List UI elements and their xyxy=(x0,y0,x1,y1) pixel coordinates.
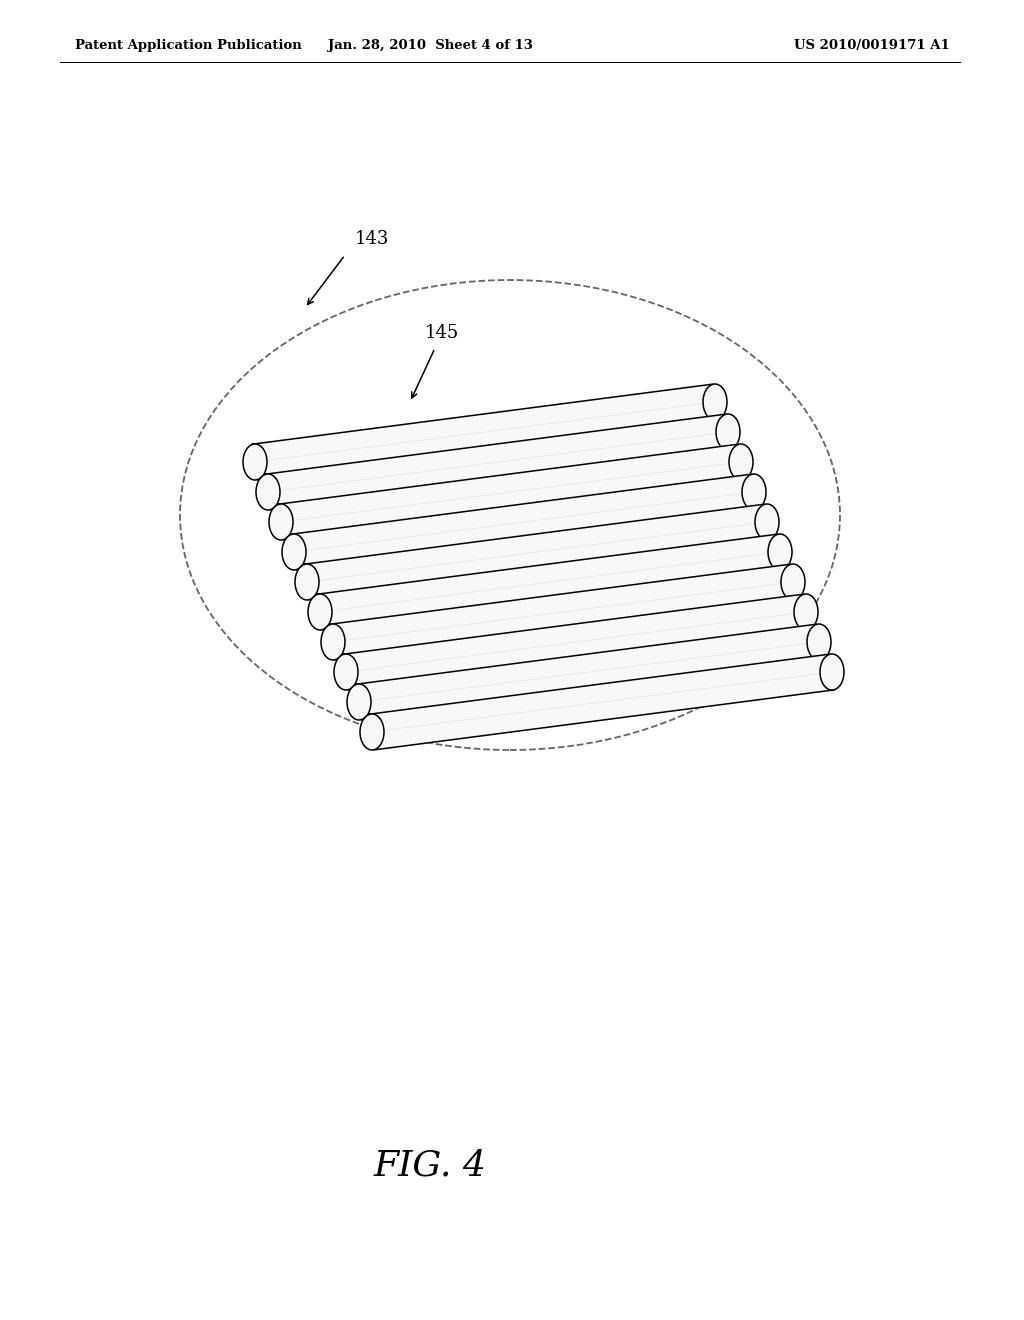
Text: Patent Application Publication: Patent Application Publication xyxy=(75,38,302,51)
Ellipse shape xyxy=(243,444,267,480)
Ellipse shape xyxy=(703,384,727,420)
Ellipse shape xyxy=(321,624,345,660)
Text: 145: 145 xyxy=(425,323,459,342)
Polygon shape xyxy=(344,594,808,690)
Polygon shape xyxy=(265,414,730,510)
Text: Jan. 28, 2010  Sheet 4 of 13: Jan. 28, 2010 Sheet 4 of 13 xyxy=(328,38,532,51)
Polygon shape xyxy=(279,444,743,540)
Text: 143: 143 xyxy=(355,230,389,248)
Ellipse shape xyxy=(820,653,844,690)
Ellipse shape xyxy=(334,653,358,690)
Polygon shape xyxy=(356,624,821,719)
Ellipse shape xyxy=(295,564,319,601)
Ellipse shape xyxy=(742,474,766,510)
Ellipse shape xyxy=(755,504,779,540)
Ellipse shape xyxy=(794,594,818,630)
Polygon shape xyxy=(305,504,769,599)
Ellipse shape xyxy=(768,535,792,570)
Ellipse shape xyxy=(347,684,371,719)
Polygon shape xyxy=(292,474,757,570)
Polygon shape xyxy=(317,535,782,630)
Ellipse shape xyxy=(360,714,384,750)
Ellipse shape xyxy=(729,444,753,480)
Ellipse shape xyxy=(282,535,306,570)
Text: FIG. 4: FIG. 4 xyxy=(374,1148,486,1181)
Ellipse shape xyxy=(807,624,831,660)
Polygon shape xyxy=(331,564,796,660)
Ellipse shape xyxy=(256,474,280,510)
Text: US 2010/0019171 A1: US 2010/0019171 A1 xyxy=(795,38,950,51)
Ellipse shape xyxy=(308,594,332,630)
Polygon shape xyxy=(253,384,718,480)
Ellipse shape xyxy=(269,504,293,540)
Ellipse shape xyxy=(716,414,740,450)
Polygon shape xyxy=(370,655,835,750)
Ellipse shape xyxy=(781,564,805,601)
